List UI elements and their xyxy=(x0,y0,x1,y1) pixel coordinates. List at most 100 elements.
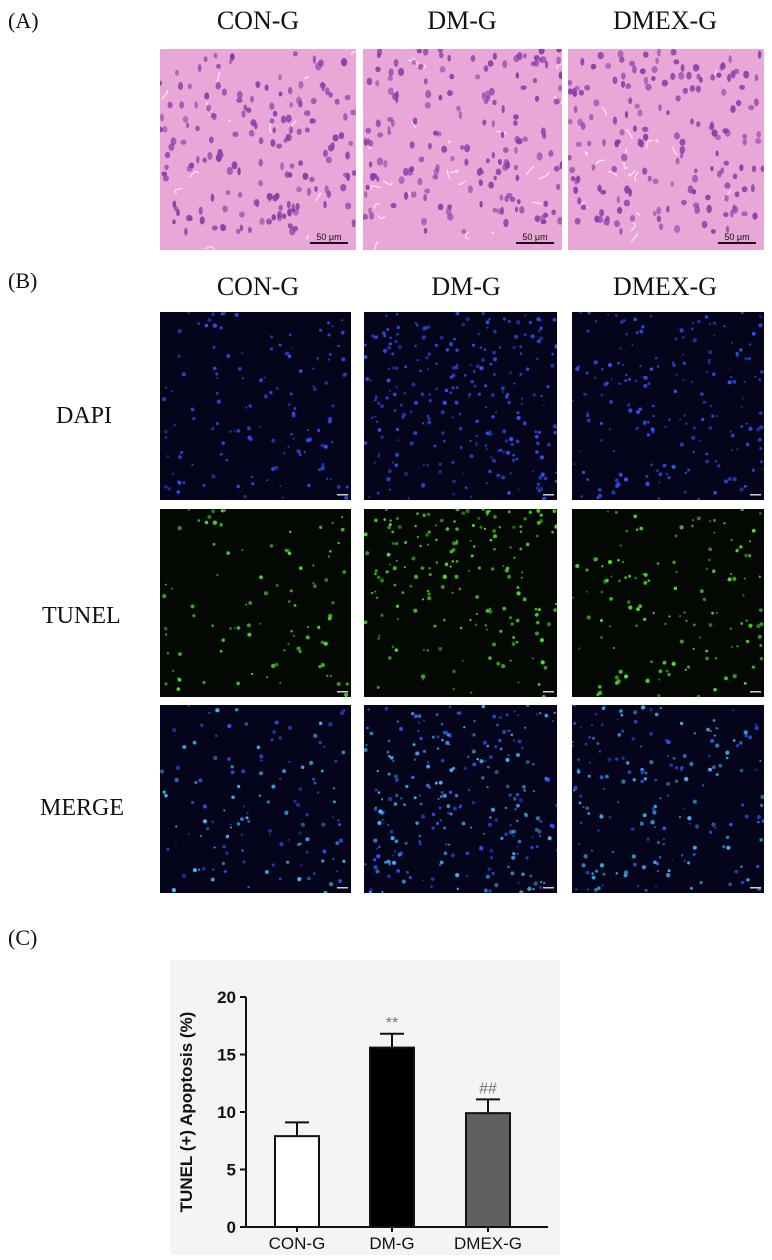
stained-nucleus xyxy=(597,690,603,695)
stained-nucleus xyxy=(426,764,431,769)
nucleus xyxy=(532,78,538,84)
stained-nucleus xyxy=(438,780,443,785)
tissue-gap xyxy=(655,138,660,143)
stained-nucleus xyxy=(707,754,711,758)
stained-nucleus xyxy=(646,837,650,842)
stained-nucleus xyxy=(666,782,671,786)
stained-nucleus xyxy=(263,591,268,596)
stained-nucleus xyxy=(455,363,459,367)
nucleus xyxy=(728,55,732,64)
stained-nucleus xyxy=(222,844,226,849)
stained-nucleus xyxy=(374,572,377,576)
stained-nucleus xyxy=(507,510,511,514)
stained-nucleus xyxy=(309,760,314,766)
stained-nucleus xyxy=(336,682,341,687)
stained-nucleus xyxy=(427,596,432,601)
stained-nucleus xyxy=(345,485,349,489)
stained-nucleus xyxy=(368,496,371,499)
stained-nucleus xyxy=(536,482,539,485)
stained-nucleus xyxy=(665,872,671,878)
stained-nucleus xyxy=(696,319,701,324)
stained-nucleus xyxy=(642,813,647,818)
stained-nucleus xyxy=(484,406,488,409)
stained-nucleus xyxy=(342,708,346,712)
stained-nucleus xyxy=(374,415,377,418)
nucleus xyxy=(710,228,716,234)
stained-nucleus xyxy=(201,866,206,871)
nucleus xyxy=(289,227,296,236)
stained-nucleus xyxy=(407,497,410,500)
stained-nucleus xyxy=(533,881,538,886)
stained-nucleus xyxy=(341,357,346,362)
nucleus xyxy=(502,60,508,69)
stained-nucleus xyxy=(391,854,395,857)
stained-nucleus xyxy=(216,574,219,577)
stained-nucleus xyxy=(396,325,401,330)
stained-nucleus xyxy=(699,589,704,594)
stained-nucleus xyxy=(452,387,455,390)
stained-nucleus xyxy=(287,600,291,604)
stained-nucleus xyxy=(552,720,555,723)
stained-nucleus xyxy=(679,721,684,726)
stained-nucleus xyxy=(625,529,629,533)
stained-nucleus xyxy=(635,528,639,532)
tissue-gap xyxy=(628,170,636,177)
stained-nucleus xyxy=(486,765,490,769)
stained-nucleus xyxy=(455,872,460,878)
nucleus xyxy=(213,52,218,59)
stained-nucleus xyxy=(751,468,756,472)
stained-nucleus xyxy=(583,392,586,396)
stained-nucleus xyxy=(219,523,223,527)
stained-nucleus xyxy=(705,649,709,653)
stained-nucleus xyxy=(537,430,541,434)
stained-nucleus xyxy=(401,879,406,884)
nucleus xyxy=(540,127,546,136)
nucleus xyxy=(447,213,454,221)
stained-nucleus xyxy=(520,402,523,405)
stained-nucleus xyxy=(707,358,711,363)
nucleus xyxy=(160,113,164,122)
stained-nucleus xyxy=(517,881,520,884)
stained-nucleus xyxy=(738,741,743,745)
stained-nucleus xyxy=(223,809,226,812)
stained-nucleus xyxy=(388,796,393,802)
stained-nucleus xyxy=(761,467,764,470)
stained-nucleus xyxy=(713,531,716,534)
tissue-gap xyxy=(630,222,636,232)
stained-nucleus xyxy=(219,452,223,456)
stained-nucleus xyxy=(735,743,740,748)
stained-nucleus xyxy=(522,421,527,426)
stained-nucleus xyxy=(536,317,541,322)
stained-nucleus xyxy=(428,393,431,396)
stained-nucleus xyxy=(758,323,763,328)
nucleus xyxy=(623,199,631,207)
stained-nucleus xyxy=(586,411,589,415)
stained-nucleus xyxy=(662,838,665,841)
stained-nucleus xyxy=(600,590,604,594)
stained-nucleus xyxy=(278,877,282,881)
stained-nucleus xyxy=(171,390,173,393)
stained-nucleus xyxy=(469,495,473,499)
stained-nucleus xyxy=(416,535,419,538)
stained-nucleus xyxy=(449,768,454,773)
stained-nucleus xyxy=(364,747,368,753)
stained-nucleus xyxy=(532,887,535,891)
stained-nucleus xyxy=(164,485,168,489)
stained-nucleus xyxy=(404,541,408,545)
stained-nucleus xyxy=(754,375,757,378)
stained-nucleus xyxy=(210,877,215,882)
stained-nucleus xyxy=(535,450,539,454)
stained-nucleus xyxy=(744,734,748,738)
stained-nucleus xyxy=(438,470,442,474)
stained-nucleus xyxy=(164,793,168,798)
nucleus xyxy=(423,193,427,202)
stained-nucleus xyxy=(507,754,510,757)
nucleus xyxy=(302,172,309,180)
stained-nucleus xyxy=(631,854,636,859)
nucleus xyxy=(476,168,482,176)
stained-nucleus xyxy=(674,534,678,538)
nucleus xyxy=(645,83,652,91)
scale-bar-line xyxy=(337,494,348,496)
stained-nucleus xyxy=(435,538,438,542)
stained-nucleus xyxy=(609,399,613,404)
